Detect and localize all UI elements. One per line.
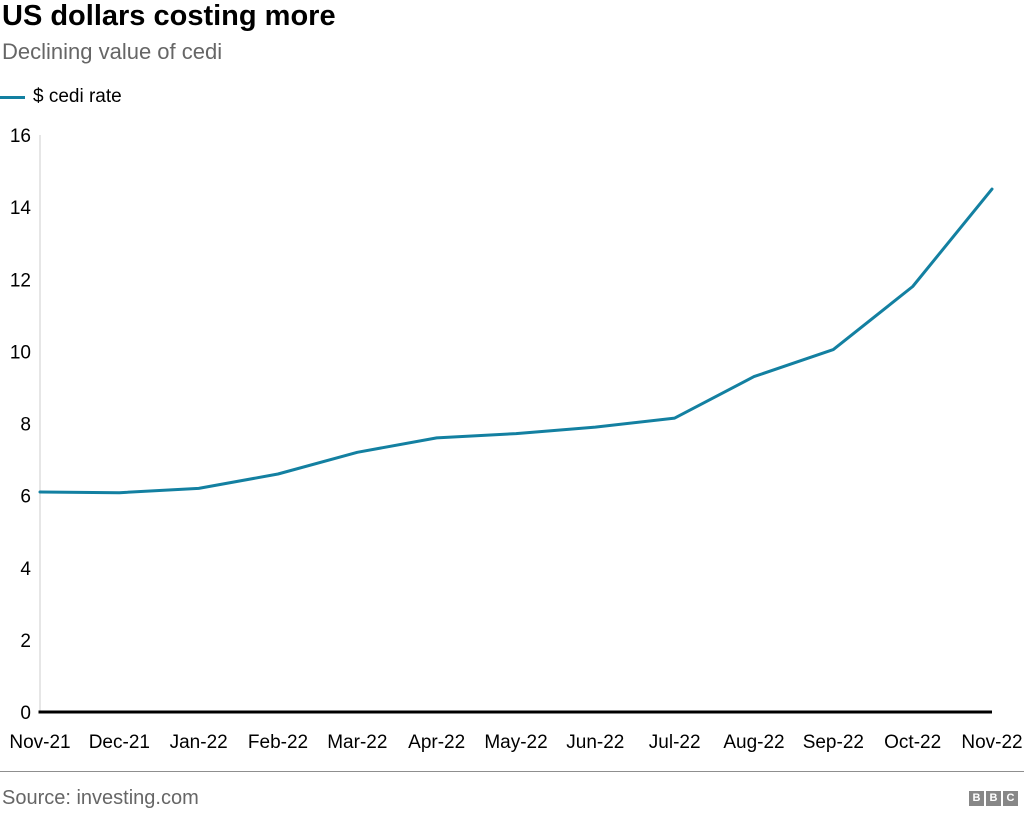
y-tick-label: 14 [10, 198, 32, 219]
x-tick-label: Jun-22 [566, 732, 624, 753]
x-tick-label: May-22 [484, 732, 547, 753]
legend: $ cedi rate [0, 86, 122, 107]
line-chart: 0 2 4 6 8 10 12 14 16 Nov-21 Dec-21 Jan-22 Feb-22 Mar… [9, 126, 1022, 753]
y-tick-label: 16 [10, 126, 31, 147]
x-tick-label: Oct-22 [884, 732, 941, 753]
x-tick-label: Sep-22 [803, 732, 864, 753]
y-tick-label: 0 [20, 703, 31, 724]
chart-subtitle: Declining value of cedi [2, 39, 223, 64]
y-tick-label: 10 [10, 342, 31, 363]
source-label: Source: investing.com [2, 787, 199, 809]
x-tick-label: Nov-22 [961, 732, 1022, 753]
bbc-logo-block-c: C [1003, 791, 1018, 806]
cedi-rate-line [38, 187, 994, 495]
footer-divider [0, 771, 1024, 772]
y-tick-label: 6 [20, 487, 31, 508]
x-tick-label: Jan-22 [170, 732, 228, 753]
x-tick-label: Apr-22 [408, 732, 465, 753]
bbc-logo-block-b2: B [986, 791, 1001, 806]
y-tick-label: 12 [10, 270, 31, 291]
legend-line-swatch [0, 95, 25, 99]
bbc-logo-block-b1: B [969, 791, 984, 806]
x-tick-label: Jul-22 [649, 732, 701, 753]
y-tick-label: 8 [20, 415, 31, 436]
x-tick-label: Aug-22 [723, 732, 784, 753]
bbc-logo: B B C [969, 791, 1018, 806]
legend-label: $ cedi rate [33, 86, 122, 107]
y-tick-label: 2 [20, 631, 31, 652]
chart-title: US dollars costing more [2, 0, 336, 32]
x-tick-label: Dec-21 [89, 732, 150, 753]
x-tick-label: Feb-22 [248, 732, 308, 753]
x-tick-label: Nov-21 [9, 732, 70, 753]
y-tick-label: 4 [20, 559, 31, 580]
x-tick-label: Mar-22 [327, 732, 387, 753]
